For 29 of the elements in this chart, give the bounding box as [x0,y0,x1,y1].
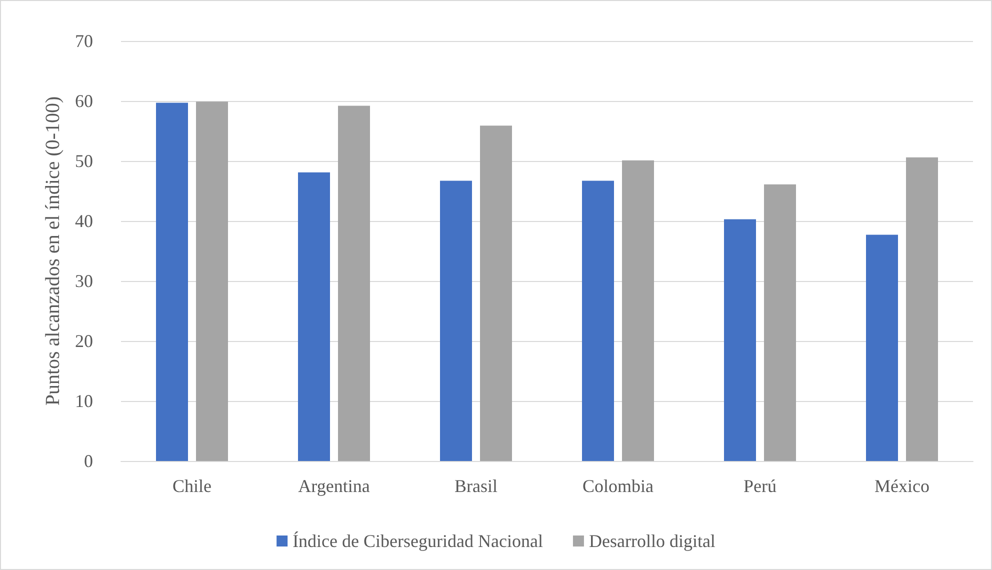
bar [724,219,756,461]
legend-label: Índice de Ciberseguridad Nacional [292,531,543,551]
legend-label: Desarrollo digital [588,531,716,551]
bar [338,106,370,461]
y-tick-label: 40 [75,211,93,231]
y-tick-label: 10 [75,391,93,411]
bar [196,102,228,461]
bar [906,157,938,461]
bar [582,180,614,461]
x-tick-label: Colombia [582,476,654,496]
x-tick-label: México [874,476,930,496]
bar [480,126,512,461]
y-tick-label: 30 [75,271,93,291]
y-axis-title: Puntos alcanzados en el índice (0-100) [42,96,64,406]
y-tick-label: 70 [75,31,93,51]
bar [298,172,330,461]
x-tick-label: Argentina [298,476,370,496]
bar [866,234,898,461]
bar [156,102,188,461]
bar [764,184,796,461]
bar [622,160,654,461]
y-tick-label: 60 [75,91,93,111]
x-tick-label: Chile [172,476,212,496]
y-tick-label: 0 [84,451,93,471]
x-tick-label: Perú [744,476,776,496]
bar [440,180,472,461]
y-tick-label: 50 [75,151,93,171]
y-tick-label: 20 [75,331,93,351]
x-tick-label: Brasil [454,476,498,496]
